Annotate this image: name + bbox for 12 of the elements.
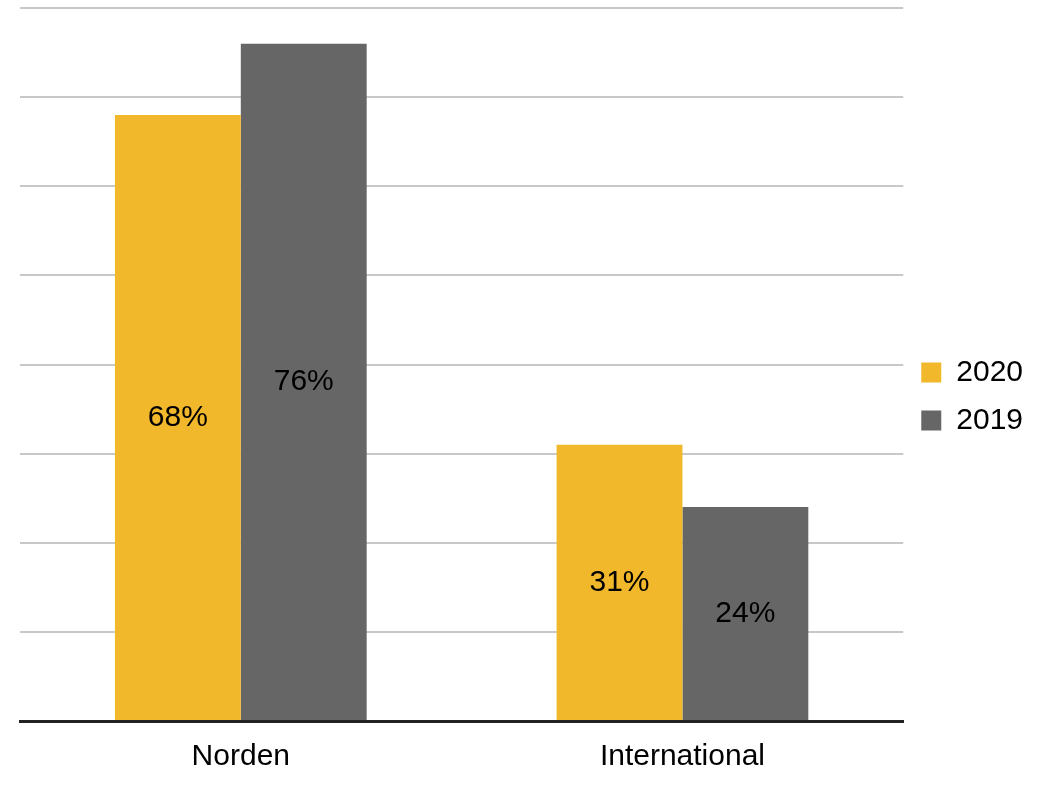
bar [556,444,683,720]
bar [682,507,809,720]
x-tick-label: Norden [191,738,291,772]
legend-label: 2019 [956,401,1024,435]
data-label: 68% [147,398,208,432]
bar [240,43,367,720]
data-label: 76% [273,363,334,397]
data-label: 24% [715,594,776,628]
bar [114,114,241,720]
data-label: 31% [589,563,650,597]
x-tick-label: International [599,738,766,772]
legend-label: 2020 [956,353,1024,387]
